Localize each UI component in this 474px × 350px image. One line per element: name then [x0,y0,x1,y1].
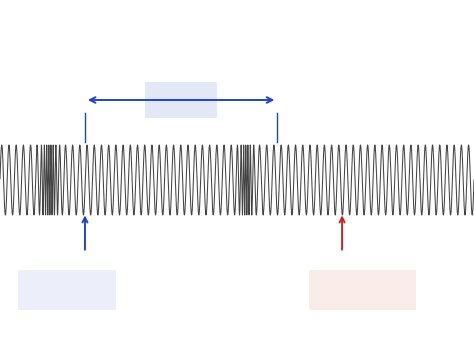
Bar [18,270,116,310]
Bar [309,270,416,310]
Bar [146,82,217,118]
